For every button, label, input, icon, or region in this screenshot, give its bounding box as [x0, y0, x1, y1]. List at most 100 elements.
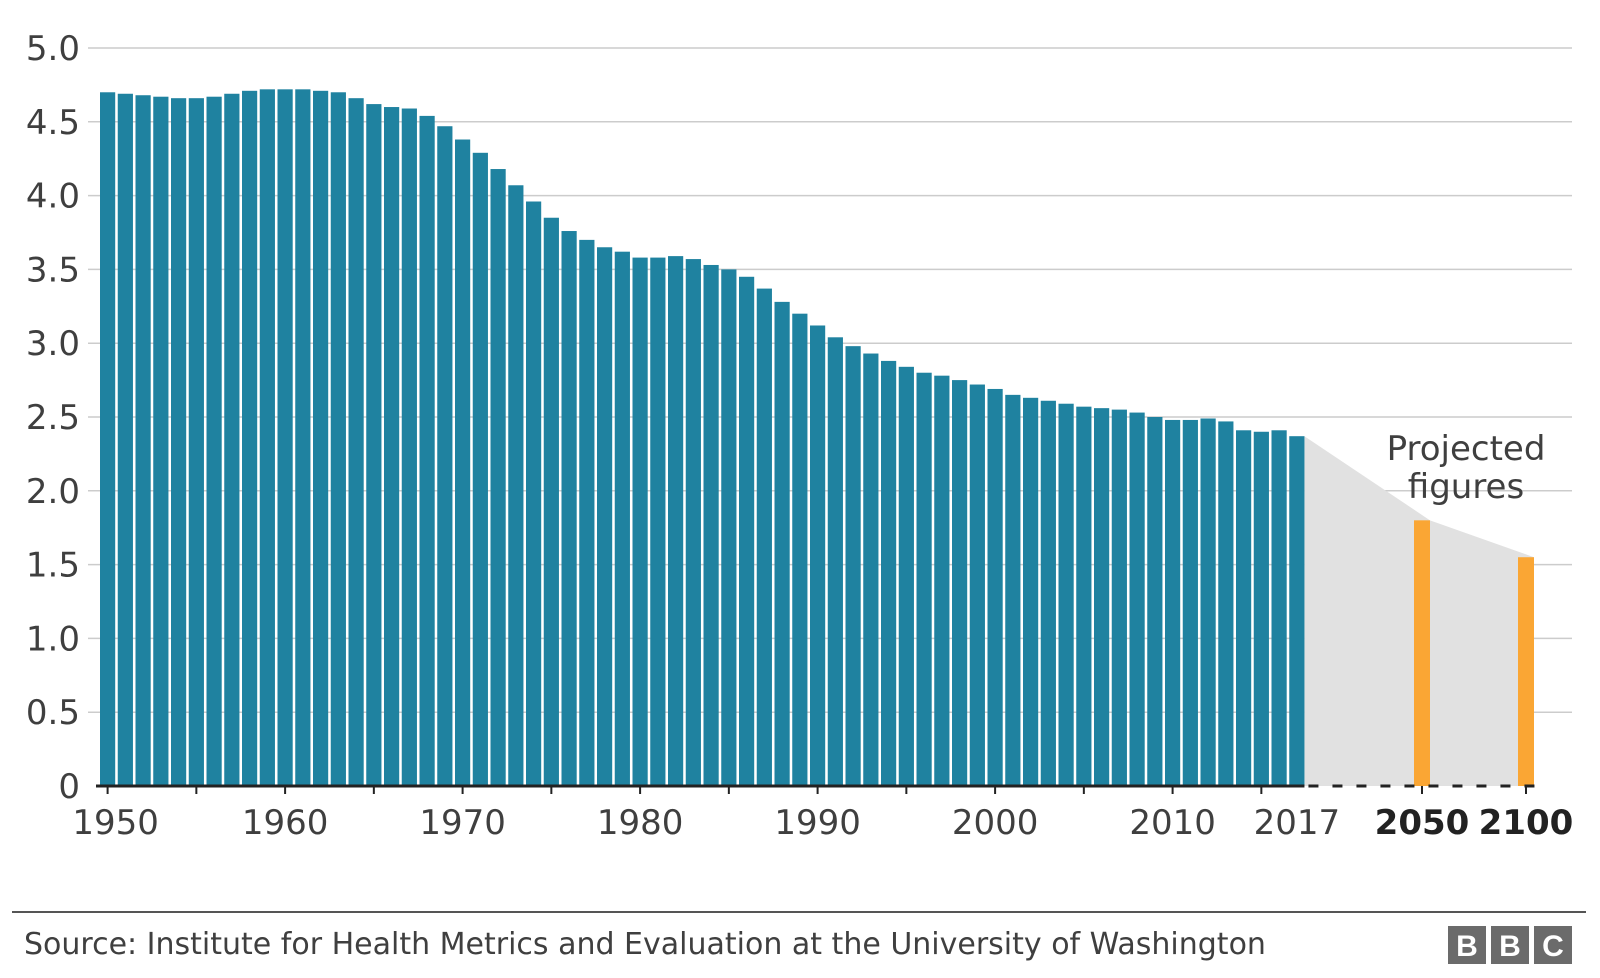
bar-1996 [916, 372, 932, 786]
bar-1981 [650, 257, 666, 786]
x-tick-label: 1950 [72, 803, 159, 843]
bar-1999 [969, 384, 985, 786]
bar-1977 [579, 239, 595, 786]
x-tick-label: 2010 [1129, 803, 1216, 843]
bar-1957 [224, 93, 240, 787]
bar-1991 [827, 337, 843, 786]
bar-1952 [135, 95, 151, 787]
y-tick-label: 3.0 [26, 324, 80, 364]
x-tick-label: 2017 [1254, 803, 1341, 843]
bar-1958 [242, 90, 258, 786]
x-tick-label: 1990 [774, 803, 861, 843]
bar-1959 [259, 89, 275, 786]
x-tick-label: 1980 [597, 803, 684, 843]
bar-1965 [366, 104, 382, 786]
bar-2001 [1005, 394, 1021, 786]
bar-1967 [401, 108, 417, 787]
bar-1988 [774, 301, 790, 786]
y-tick-label: 0.5 [26, 693, 80, 733]
bar-1975 [543, 217, 559, 787]
bar-1979 [614, 251, 630, 787]
bar-1966 [384, 107, 400, 787]
bar-1951 [117, 93, 133, 787]
bar-1962 [313, 90, 329, 786]
bar-2003 [1040, 400, 1056, 786]
bar-2016 [1271, 430, 1287, 786]
bar-1954 [171, 98, 187, 786]
bar-1976 [561, 231, 577, 787]
bar-2011 [1182, 419, 1198, 786]
bar-1994 [881, 360, 897, 786]
bar-2000 [987, 388, 1003, 786]
bar-1968 [419, 115, 435, 786]
bar-2008 [1129, 412, 1145, 786]
bar-1985 [721, 269, 737, 786]
bar-1963 [330, 92, 346, 786]
bar-1973 [508, 185, 524, 786]
bar-2014 [1236, 430, 1252, 786]
y-tick-label: 1.5 [26, 546, 80, 586]
bar-2005 [1076, 406, 1092, 786]
bar-1974 [526, 201, 542, 786]
bar-1995 [898, 366, 914, 786]
bar-1953 [153, 96, 169, 786]
bbc-logo-box-1 [1448, 926, 1486, 964]
bar-1984 [703, 264, 719, 786]
y-tick-label: 1.0 [26, 619, 80, 659]
bar-1961 [295, 89, 311, 786]
bar-1964 [348, 98, 364, 786]
bar-1971 [472, 152, 488, 786]
bar-1980 [632, 257, 648, 786]
bar-1960 [277, 89, 293, 786]
bar-2015 [1253, 431, 1269, 786]
y-tick-label: 2.5 [26, 398, 80, 438]
bar-projected-2100 [1518, 557, 1534, 786]
bar-2009 [1147, 417, 1163, 786]
bar-1983 [685, 259, 701, 786]
bar-2013 [1218, 421, 1234, 786]
bar-1978 [597, 247, 613, 786]
y-tick-label: 0 [58, 767, 80, 807]
bar-2010 [1165, 419, 1181, 786]
bar-1997 [934, 375, 950, 786]
y-tick-label: 3.5 [26, 250, 80, 290]
annotation-text: figures [1408, 467, 1524, 507]
bar-2006 [1094, 408, 1110, 786]
bar-1970 [455, 139, 471, 787]
bar-1987 [756, 288, 772, 786]
bbc-logo-box-2 [1491, 926, 1529, 964]
y-tick-label: 5.0 [26, 29, 80, 69]
bar-2012 [1200, 418, 1216, 786]
bar-1956 [206, 96, 222, 786]
bar-projected-2050 [1414, 520, 1430, 786]
bar-2002 [1023, 397, 1039, 786]
bar-1990 [810, 325, 826, 786]
bar-1982 [668, 256, 684, 787]
y-tick-label: 4.5 [26, 103, 80, 143]
y-tick-label: 2.0 [26, 472, 80, 512]
x-tick-label: 2000 [952, 803, 1039, 843]
bbc-logo-letter-3: C [1542, 930, 1564, 963]
bbc-logo-box-3 [1534, 926, 1572, 964]
x-tick-label: 1960 [242, 803, 329, 843]
bar-1998 [952, 380, 968, 786]
x-tick-label: 2100 [1479, 803, 1574, 843]
annotation-text: Projected [1387, 429, 1546, 469]
bar-1992 [845, 346, 861, 786]
bar-1986 [739, 276, 755, 786]
bars [100, 89, 1534, 787]
bar-1969 [437, 126, 453, 786]
bar-1989 [792, 313, 808, 786]
bbc-logo-letter-1: B [1456, 930, 1478, 963]
x-tick-label: 1970 [419, 803, 506, 843]
x-axis-tick-labels: 1950 1960 1970 1980 1990 2000 2010 2017 2050 2100 [72, 803, 1573, 843]
bbc-logo: B B C [1448, 926, 1572, 964]
bar-1955 [188, 98, 204, 786]
y-tick-label: 4.0 [26, 177, 80, 217]
bar-1950 [100, 92, 116, 786]
bar-2017 [1289, 436, 1305, 786]
bbc-logo-letter-2: B [1499, 930, 1521, 963]
bar-2007 [1111, 409, 1127, 786]
